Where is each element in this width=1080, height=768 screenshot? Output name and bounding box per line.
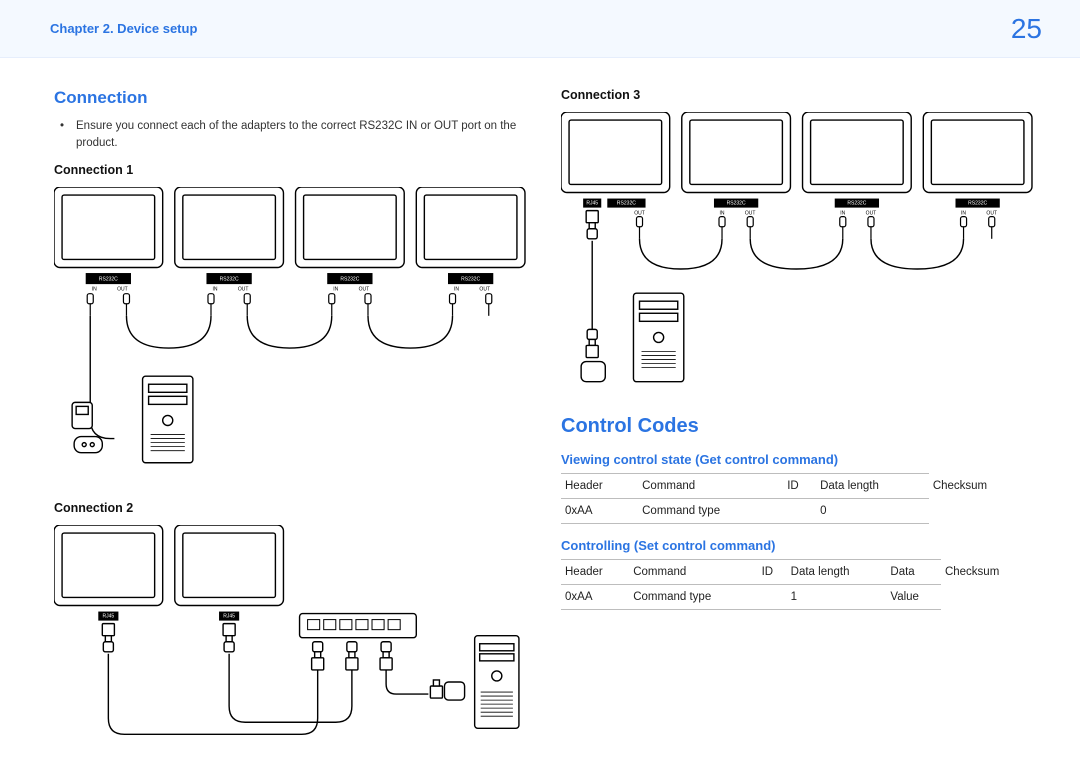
th-command: Command [638,473,783,498]
svg-text:RJ45: RJ45 [223,614,235,620]
td-data: Value [886,584,941,609]
chapter-label: Chapter 2. Device setup [50,21,197,36]
table-row: 0xAA Command type 1 Value [561,584,1034,609]
svg-text:RS232C: RS232C [461,276,480,282]
diagram3-svg: RJ45 RS232C OUT RS232C IN OUT RS232C IN OU… [561,112,1034,394]
th-command: Command [629,559,757,584]
svg-text:OUT: OUT [479,286,490,292]
diagram-connection1: RS232C IN OUT RS232C IN OUT RS232C IN OUT R… [54,183,527,494]
svg-text:OUT: OUT [634,211,645,217]
th-data: Data [886,559,941,584]
get-command-table: Header Command ID Data length Checksum 0… [561,473,1034,524]
td-checksum [929,498,1034,523]
table-row: 0xAA Command type 0 [561,498,1034,523]
svg-text:RS232C: RS232C [99,276,118,282]
connection3-label: Connection 3 [561,88,1034,102]
th-checksum: Checksum [941,559,1034,584]
svg-text:RS232C: RS232C [847,201,866,207]
td-id [758,584,787,609]
connection1-label: Connection 1 [54,163,527,177]
svg-text:OUT: OUT [238,286,249,292]
td-header: 0xAA [561,584,629,609]
set-command-heading: Controlling (Set control command) [561,538,1034,553]
connection-note-list: Ensure you connect each of the adapters … [54,118,527,153]
svg-text:RJ45: RJ45 [586,201,598,207]
diagram-connection3: RJ45 RS232C OUT RS232C IN OUT RS232C IN OU… [561,108,1034,409]
th-datalength: Data length [787,559,887,584]
td-command: Command type [629,584,757,609]
svg-text:IN: IN [454,286,459,292]
th-header: Header [561,559,629,584]
svg-text:IN: IN [720,211,725,217]
svg-text:OUT: OUT [986,211,997,217]
table-row: Header Command ID Data length Data Check… [561,559,1034,584]
connection-note: Ensure you connect each of the adapters … [66,118,527,153]
svg-text:IN: IN [92,286,97,292]
page-header: Chapter 2. Device setup 25 [0,0,1080,58]
th-checksum: Checksum [929,473,1034,498]
diagram-connection2: RJ45 RJ45 [54,521,527,761]
page-number: 25 [1011,13,1042,45]
th-id: ID [758,559,787,584]
right-column: Connection 3 RJ45 RS232C OUT RS232C [561,88,1034,768]
svg-text:RS232C: RS232C [220,276,239,282]
th-id: ID [783,473,816,498]
diagram1-svg: RS232C IN OUT RS232C IN OUT RS232C IN OUT R… [54,187,527,479]
table-row: Header Command ID Data length Checksum [561,473,1034,498]
td-datalength: 0 [816,498,929,523]
svg-text:RS232C: RS232C [340,276,359,282]
th-header: Header [561,473,638,498]
svg-text:RS232C: RS232C [617,201,636,207]
svg-text:RS232C: RS232C [727,201,746,207]
get-command-heading: Viewing control state (Get control comma… [561,452,1034,467]
td-datalength: 1 [787,584,887,609]
svg-text:OUT: OUT [745,211,756,217]
svg-text:OUT: OUT [866,211,877,217]
svg-text:IN: IN [213,286,218,292]
td-checksum [941,584,1034,609]
th-datalength: Data length [816,473,929,498]
set-command-table: Header Command ID Data length Data Check… [561,559,1034,610]
svg-text:IN: IN [840,211,845,217]
td-command: Command type [638,498,783,523]
svg-text:IN: IN [333,286,338,292]
svg-text:IN: IN [961,211,966,217]
page-content: Connection Ensure you connect each of th… [0,58,1080,768]
svg-text:OUT: OUT [117,286,128,292]
connection2-label: Connection 2 [54,501,527,515]
td-id [783,498,816,523]
svg-text:RS232C: RS232C [968,201,987,207]
connection-heading: Connection [54,88,527,108]
control-codes-heading: Control Codes [561,415,1034,438]
svg-text:RJ45: RJ45 [102,614,114,620]
td-header: 0xAA [561,498,638,523]
left-column: Connection Ensure you connect each of th… [54,88,527,768]
svg-text:OUT: OUT [359,286,370,292]
diagram2-svg: RJ45 RJ45 [54,525,527,746]
